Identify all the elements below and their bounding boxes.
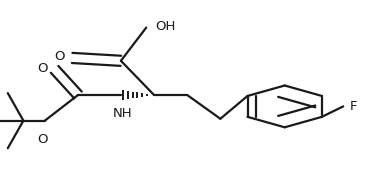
- Text: O: O: [54, 51, 64, 63]
- Text: O: O: [38, 133, 48, 146]
- Text: NH: NH: [113, 107, 132, 120]
- Text: OH: OH: [155, 20, 175, 33]
- Text: F: F: [350, 100, 358, 113]
- Text: O: O: [37, 62, 48, 75]
